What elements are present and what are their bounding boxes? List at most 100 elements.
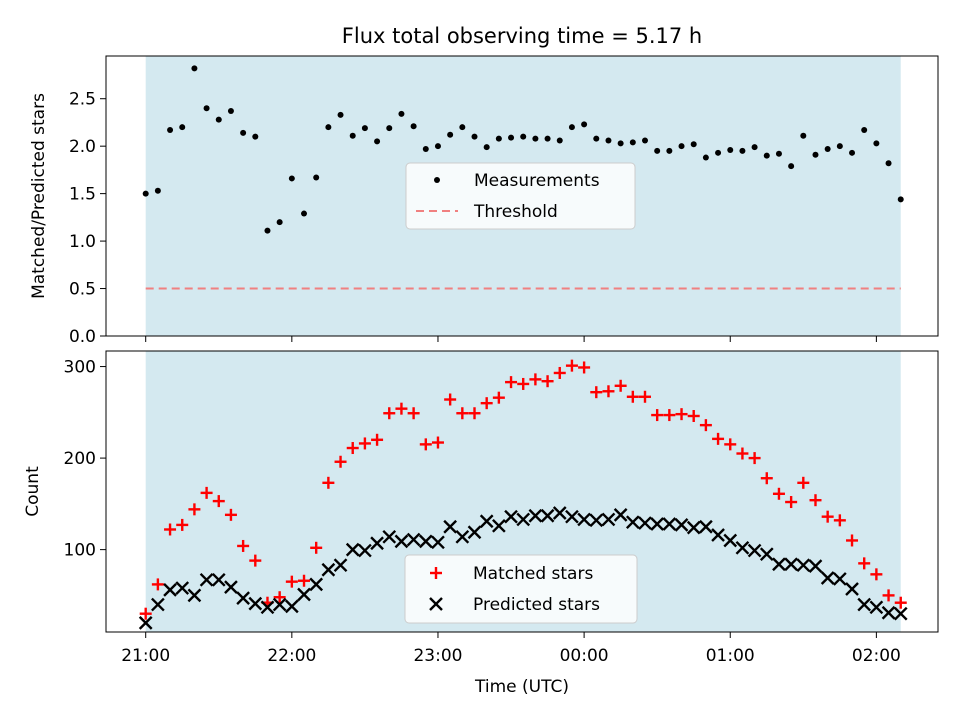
measurement-point — [788, 163, 795, 170]
predicted-star-point — [869, 600, 884, 615]
matched-star-point — [310, 541, 323, 554]
predicted-star-point — [248, 596, 263, 611]
matched-star-point — [785, 496, 798, 509]
measurement-point — [520, 133, 527, 140]
measurements-legend-marker — [434, 177, 440, 183]
measurement-point — [215, 116, 222, 123]
bottom-legend-box — [404, 554, 638, 624]
predicted-star-point — [638, 516, 652, 530]
matched-star-point — [772, 487, 785, 500]
measurement-point — [264, 227, 271, 234]
x-axis-label: Time (UTC) — [474, 677, 569, 697]
predicted-star-point — [297, 587, 311, 602]
measurement-point — [483, 144, 490, 151]
matched-star-point — [529, 373, 542, 386]
bottom-y-tick-label: 100 — [64, 541, 96, 561]
predicted-star-point — [711, 528, 725, 542]
predicted-star-point — [467, 525, 482, 540]
predicted-star-point — [345, 542, 360, 557]
predicted-star-point — [236, 591, 250, 605]
predicted-star-point — [260, 600, 275, 615]
matched-star-point — [395, 402, 408, 415]
matched-star-point — [358, 437, 371, 450]
predicted-star-point — [406, 532, 421, 547]
matched-star-point — [821, 510, 834, 523]
measurement-point — [288, 175, 295, 182]
predicted-star-point — [808, 559, 823, 573]
measurement-point — [398, 110, 405, 117]
measurement-point — [276, 219, 283, 226]
predicted-star-point — [321, 562, 336, 577]
top-y-tick-label: 0.0 — [69, 327, 96, 347]
predicted-star-point — [224, 580, 238, 594]
predicted-star-point — [163, 583, 177, 597]
measurement-point — [629, 139, 636, 146]
top-y-tick-label: 2.0 — [69, 137, 96, 157]
measurement-point — [301, 210, 308, 217]
top-y-tick-label: 0.5 — [69, 280, 96, 300]
predicted-star-point — [211, 572, 226, 587]
predicted-star-point — [492, 518, 506, 533]
measurement-point — [751, 144, 758, 151]
measurement-point — [447, 131, 454, 138]
matched-star-point — [699, 419, 712, 432]
measurement-point — [422, 146, 429, 153]
measurement-point — [885, 160, 892, 167]
bottom-legend: Matched stars Predicted stars — [404, 554, 638, 624]
measurement-point — [581, 121, 588, 128]
top-y-ticks: 0.0 0.5 1.0 1.5 2.0 2.5 — [69, 90, 106, 347]
matched-star-point — [237, 539, 250, 552]
matched-star-point — [687, 409, 700, 422]
predicted-star-point — [565, 509, 579, 524]
measurement-point — [386, 125, 393, 132]
matched-star-point — [638, 390, 651, 403]
measurement-point — [861, 127, 868, 134]
x-tick-label: 00:00 — [560, 646, 609, 666]
matched-star-point — [444, 393, 457, 406]
predicted-star-point — [820, 571, 835, 585]
measurement-point — [459, 124, 466, 131]
measurement-points — [142, 65, 904, 234]
top-y-tick-label: 1.5 — [69, 185, 96, 205]
top-y-axis-label: Matched/Predicted stars — [29, 93, 49, 299]
predicted-star-point — [784, 557, 798, 572]
matched-star-point — [505, 376, 518, 389]
measurement-point — [154, 187, 161, 194]
measurement-point — [763, 152, 770, 159]
measurement-point — [568, 124, 575, 131]
matched-star-point — [468, 407, 481, 420]
star-count-panel: 100 200 300 21:00 22:00 23:00 00:00 01:00 02:00… — [23, 350, 939, 697]
predicted-star-point — [759, 547, 774, 562]
measurement-point — [617, 140, 624, 147]
top-legend-box — [405, 162, 636, 230]
matched-star-point — [273, 591, 286, 604]
measurement-point — [824, 146, 831, 153]
predicted-star-point — [845, 582, 859, 596]
matched-star-point — [431, 436, 444, 449]
matched-star-point — [249, 554, 262, 567]
matched-star-point — [285, 575, 298, 588]
predicted-star-point — [881, 605, 896, 620]
predicted-star-point — [516, 512, 531, 527]
measurement-point — [849, 149, 856, 156]
matched-star-point — [858, 557, 871, 570]
matched-star-point — [894, 596, 907, 609]
measurement-point — [641, 137, 648, 144]
matched-star-point — [846, 534, 859, 547]
measurement-point — [800, 132, 807, 139]
measurement-point — [556, 137, 563, 144]
matched-star-point — [809, 494, 822, 507]
predicted-stars-legend-marker — [429, 597, 443, 611]
predicted-star-point — [284, 599, 299, 614]
matched-star-point — [164, 523, 177, 536]
measurement-point — [727, 146, 734, 153]
bottom-y-tick-label: 300 — [64, 358, 96, 378]
predicted-star-point — [832, 572, 847, 586]
matched-star-point — [200, 486, 213, 499]
chart-title: Flux total observing time = 5.17 h — [342, 24, 702, 48]
matched-star-point — [833, 514, 846, 527]
predicted-star-point — [333, 558, 348, 573]
predicted-star-point — [796, 558, 811, 573]
matched-star-point — [346, 442, 359, 455]
predicted-star-point — [431, 535, 445, 550]
